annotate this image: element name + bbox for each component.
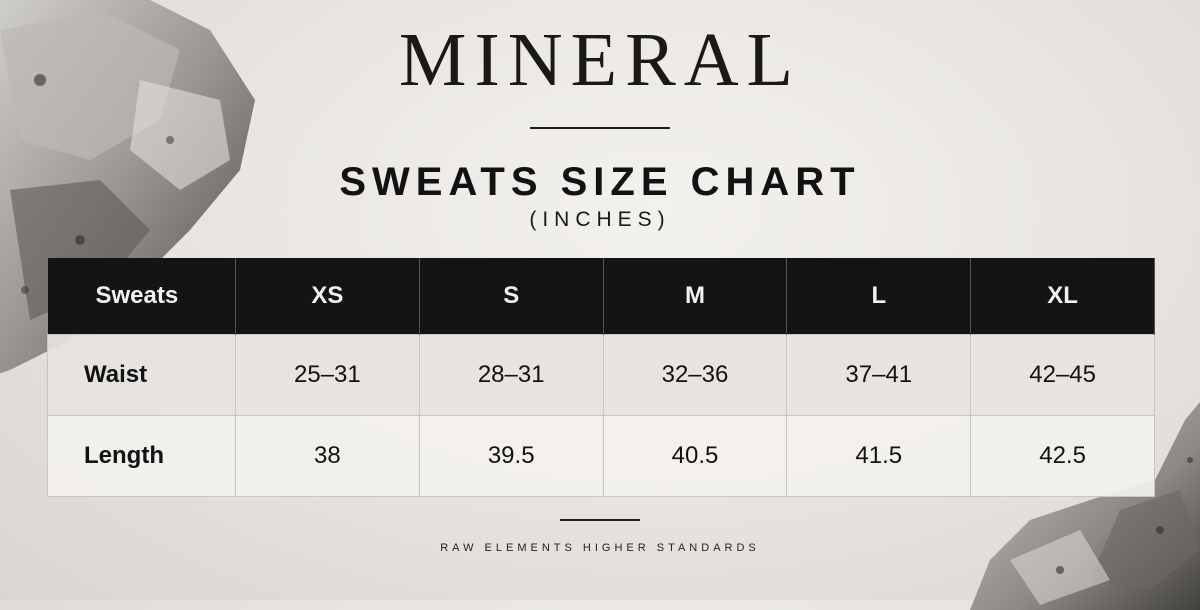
table-cell: 42–45: [970, 334, 1155, 416]
page-title: SWEATS SIZE CHART: [339, 160, 861, 204]
table-cell: 25–31: [235, 334, 420, 416]
table-header-row: Sweats XS S M L XL: [47, 258, 1155, 335]
divider-bottom: [560, 519, 640, 521]
header-cell-xl: XL: [970, 258, 1155, 335]
tagline: RAW ELEMENTS HIGHER STANDARDS: [440, 542, 760, 554]
header-cell-m: M: [602, 258, 788, 335]
table-cell: 39.5: [418, 415, 604, 497]
table-cell: 38: [235, 415, 420, 497]
header-cell-l: L: [786, 258, 972, 335]
size-chart-table: Sweats XS S M L XL Waist 25–31 28–31 32–…: [47, 258, 1155, 497]
header-cell-xs: XS: [235, 258, 420, 335]
page-subtitle: (INCHES): [529, 208, 671, 231]
header-cell-s: S: [418, 258, 604, 335]
row-label-length: Length: [47, 415, 236, 497]
table-row-waist: Waist 25–31 28–31 32–36 37–41 42–45: [47, 334, 1155, 416]
table-cell: 41.5: [786, 415, 972, 497]
brand-logo: MINERAL: [398, 18, 802, 102]
rock-right-decoration: [970, 402, 1200, 610]
table-cell: 28–31: [418, 334, 604, 416]
divider-top: [530, 127, 670, 129]
header-cell-sweats: Sweats: [47, 258, 236, 335]
table-cell: 32–36: [602, 334, 788, 416]
table-cell: 37–41: [786, 334, 972, 416]
table-cell: 40.5: [602, 415, 788, 497]
row-label-waist: Waist: [47, 334, 236, 416]
table-row-length: Length 38 39.5 40.5 41.5 42.5: [47, 415, 1155, 497]
table-cell: 42.5: [970, 415, 1155, 497]
